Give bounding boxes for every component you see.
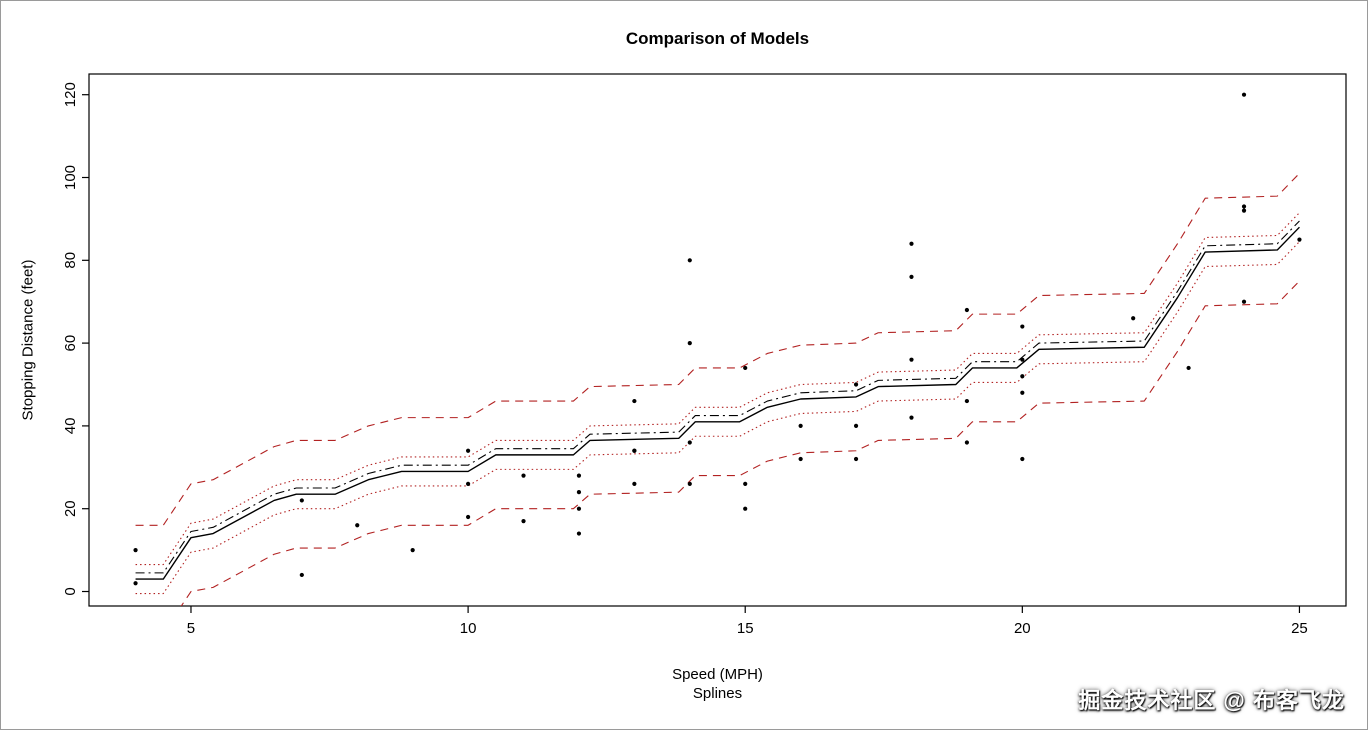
data-point (798, 423, 803, 429)
data-point (632, 398, 637, 404)
y-tick-label: 100 (62, 165, 79, 190)
data-point (576, 531, 582, 536)
data-point (133, 548, 138, 553)
x-tick-label: 10 (460, 620, 477, 637)
spline-fit-solid-line (135, 226, 1300, 580)
data-point (687, 440, 692, 445)
data-point (964, 307, 970, 313)
x-tick-label: 15 (737, 620, 754, 637)
data-point (632, 448, 637, 453)
data-point (1186, 365, 1191, 371)
data-point (853, 456, 859, 462)
data-point (687, 481, 692, 486)
data-point (853, 423, 859, 429)
data-point (465, 481, 471, 486)
scatter-points (133, 92, 1302, 586)
data-point (576, 490, 582, 495)
data-point (410, 548, 415, 553)
data-point (1131, 316, 1136, 321)
alt-model-dashdot-line (135, 220, 1300, 574)
x-tick-label: 20 (1014, 620, 1031, 637)
confidence-band-lower-line (135, 241, 1300, 595)
data-point (1020, 357, 1025, 362)
data-point (465, 448, 471, 453)
y-tick-label: 80 (62, 252, 79, 269)
y-tick-label: 20 (62, 500, 79, 517)
data-point (1241, 299, 1247, 304)
data-point (299, 572, 304, 578)
data-point (909, 415, 914, 420)
y-axis-ticks: 0 20 40 60 80 100 120 (62, 82, 89, 596)
data-point (1241, 92, 1247, 97)
data-point (743, 506, 748, 511)
y-tick-label: 40 (62, 418, 79, 435)
data-point (1241, 208, 1247, 213)
x-tick-label: 25 (1291, 620, 1308, 637)
data-point (909, 274, 914, 279)
model-lines (135, 172, 1300, 606)
data-point (743, 481, 748, 486)
data-point (964, 440, 970, 445)
confidence-band-upper-line (135, 212, 1300, 566)
x-axis-ticks: 5 10 15 20 25 (187, 606, 1308, 637)
data-point (355, 523, 360, 528)
data-point (687, 258, 692, 263)
x-axis-label: Speed (MPH) (672, 666, 763, 683)
data-point (1020, 324, 1025, 329)
data-point (853, 382, 859, 387)
data-point (909, 241, 914, 246)
y-tick-label: 120 (62, 82, 79, 107)
prediction-band-upper-line (135, 172, 1300, 526)
y-tick-label: 60 (62, 335, 79, 352)
data-point (299, 498, 304, 503)
data-point (687, 341, 692, 346)
plot-frame (88, 73, 1347, 607)
y-tick-label: 0 (62, 587, 79, 595)
data-point (576, 473, 582, 478)
data-point (1020, 390, 1025, 395)
prediction-band-lower-line (180, 280, 1300, 606)
data-point (1241, 204, 1247, 209)
data-point (576, 506, 582, 511)
data-point (133, 581, 138, 586)
data-point (465, 514, 471, 520)
data-point (1020, 456, 1025, 462)
data-point (798, 456, 803, 462)
data-point (1297, 237, 1302, 242)
y-axis-label: Stopping Distance (feet) (19, 259, 37, 421)
x-tick-label: 5 (187, 620, 195, 637)
x-axis-sublabel: Splines (692, 685, 743, 702)
data-point (632, 481, 637, 486)
data-point (1020, 374, 1025, 379)
data-point (964, 398, 970, 404)
data-point (909, 357, 914, 362)
data-point (521, 519, 526, 524)
data-point (743, 365, 748, 371)
data-point (521, 473, 526, 478)
watermark: 掘金技术社区 @ 布客飞龙 (1078, 688, 1345, 713)
chart-title: Comparison of Models (625, 29, 810, 48)
